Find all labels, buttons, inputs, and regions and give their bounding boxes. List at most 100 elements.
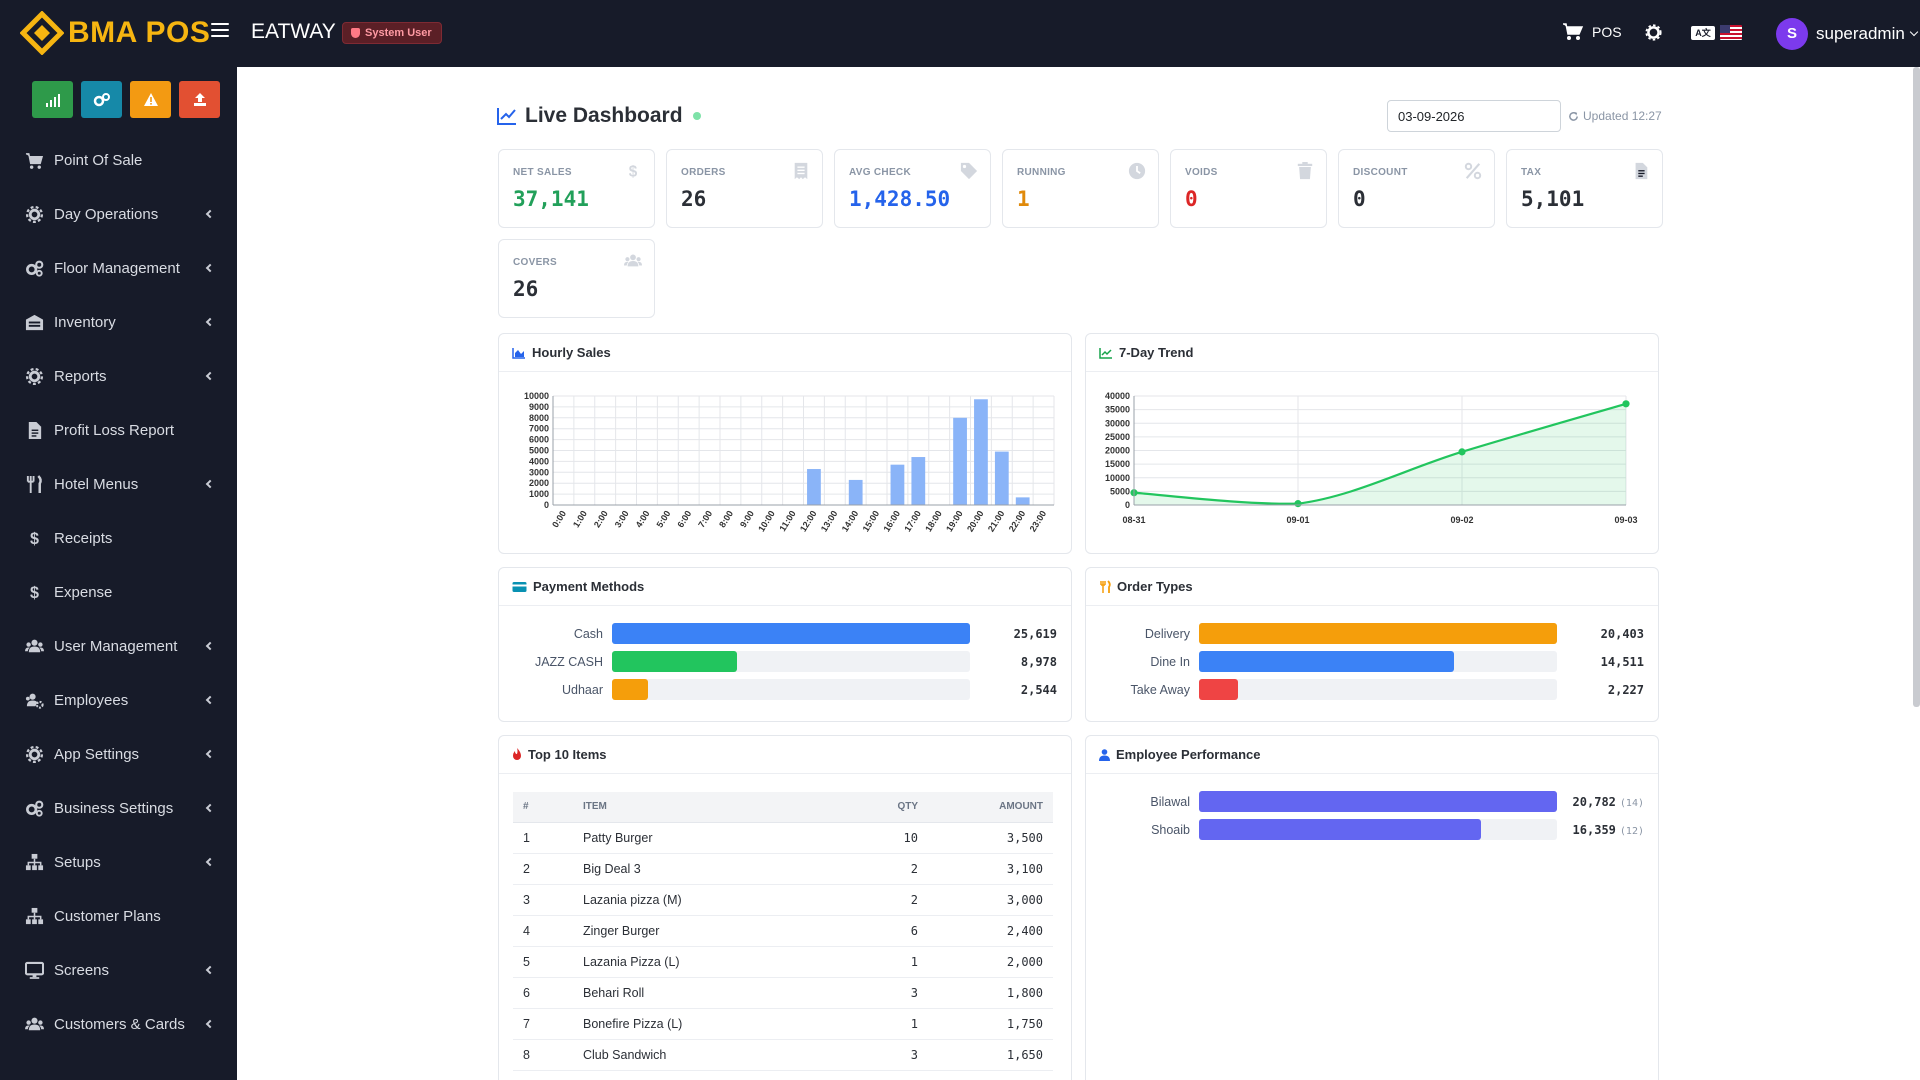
sidebar-item-label: Expense	[54, 583, 113, 601]
date-input[interactable]	[1387, 100, 1561, 132]
chevron-left-icon	[205, 749, 215, 759]
stat-card-covers: COVERS 26	[498, 239, 655, 318]
users-icon	[24, 639, 44, 652]
cell-qty: 6	[823, 915, 928, 947]
menu-toggle-icon[interactable]	[211, 23, 229, 41]
table-row[interactable]: 4 Zinger Burger 6 2,400	[513, 915, 1053, 947]
sidebar-item-inventory[interactable]: Inventory	[0, 295, 237, 349]
signal-button[interactable]	[32, 81, 73, 118]
sidebar-item-point-of-sale[interactable]: Point Of Sale	[0, 133, 237, 187]
y-tick-label: 4000	[529, 456, 549, 466]
y-tick-label: 10000	[1105, 473, 1130, 483]
stat-label: NET SALES	[513, 167, 572, 178]
refresh-icon[interactable]	[1568, 111, 1579, 122]
cell-item: Bonefire Pizza (L)	[573, 1008, 823, 1040]
sidebar-item-setups[interactable]: Setups	[0, 835, 237, 889]
column-header-qty[interactable]: QTY	[823, 792, 928, 823]
table-row[interactable]: 3 Lazania pizza (M) 2 3,000	[513, 884, 1053, 916]
x-tick-label: 9:00	[738, 509, 756, 530]
column-header-rank[interactable]: #	[513, 792, 573, 823]
utensils-icon	[1100, 579, 1111, 593]
bar-track	[612, 623, 970, 644]
bar-value-count: (12)	[1619, 826, 1644, 837]
sidebar-item-label: Reports	[54, 367, 107, 385]
trend-point-09-01[interactable]	[1294, 500, 1302, 508]
stat-card-avg-check: AVG CHECK 1,428.50	[834, 149, 991, 228]
page-scrollbar[interactable]	[1913, 67, 1920, 707]
sidebar-item-customer-plans[interactable]: Customer Plans	[0, 889, 237, 943]
bar-12:00[interactable]	[807, 469, 821, 505]
column-header-amount[interactable]: AMOUNT	[928, 792, 1053, 823]
table-row[interactable]: 8 Club Sandwich 3 1,650	[513, 1039, 1053, 1071]
sidebar-item-hotel-menus[interactable]: Hotel Menus	[0, 457, 237, 511]
trend-point-09-03[interactable]	[1622, 400, 1630, 408]
sidebar-item-user-management[interactable]: User Management	[0, 619, 237, 673]
pos-link[interactable]: POS	[1562, 22, 1622, 42]
y-tick-label: 2000	[529, 478, 549, 488]
dollar-icon: $	[30, 530, 39, 548]
sidebar-item-label: User Management	[54, 637, 178, 655]
bar-21:00[interactable]	[994, 451, 1009, 505]
sidebar-item-business-settings[interactable]: Business Settings	[0, 781, 237, 835]
sidebar-item-label: Profit Loss Report	[54, 421, 175, 439]
sidebar-item-expense[interactable]: $ Expense	[0, 565, 237, 619]
bar-19:00[interactable]	[953, 417, 967, 505]
sidebar-item-customers-cards[interactable]: Customers & Cards	[0, 997, 237, 1051]
settings-button[interactable]	[81, 81, 122, 118]
payment-methods-panel: Payment Methods Cash 25,619 JAZZ CASH 8,…	[498, 567, 1072, 722]
trend-chart: 0 5000 10000 15000 20000 25000 30000 35000 40000…	[1105, 391, 1638, 525]
alert-button[interactable]	[130, 81, 171, 118]
upload-button[interactable]	[179, 81, 220, 118]
cart-icon	[25, 152, 43, 169]
column-header-item[interactable]: ITEM	[573, 792, 823, 823]
bar-22:00[interactable]	[1015, 497, 1030, 505]
sidebar-item-screens[interactable]: Screens	[0, 943, 237, 997]
users-icon-wrap	[24, 1014, 44, 1034]
sidebar-item-receipts[interactable]: $ Receipts	[0, 511, 237, 565]
sidebar-item-profit-loss-report[interactable]: Profit Loss Report	[0, 403, 237, 457]
sitemap-icon-wrap	[24, 906, 44, 926]
y-tick-label: 9000	[529, 402, 549, 412]
bar-20:00[interactable]	[974, 399, 988, 505]
sidebar-item-label: Customers & Cards	[54, 1015, 185, 1033]
sidebar-item-day-operations[interactable]: Day Operations	[0, 187, 237, 241]
signal-icon	[45, 93, 60, 107]
table-row[interactable]: 5 Lazania Pizza (L) 1 2,000	[513, 946, 1053, 978]
trend-point-09-02[interactable]	[1458, 448, 1466, 456]
users-icon-wrap	[24, 636, 44, 656]
stat-card-running: RUNNING 1	[1002, 149, 1159, 228]
table-row[interactable]: 2 Big Deal 3 2 3,100	[513, 853, 1053, 885]
bar-value: 25,619	[977, 627, 1057, 641]
bar-16:00[interactable]	[890, 464, 905, 505]
bar-fill	[612, 679, 648, 700]
gear-icon[interactable]	[1645, 24, 1662, 41]
credit-card-icon	[512, 581, 527, 592]
bar-14:00[interactable]	[848, 479, 863, 505]
stat-icon-wrap	[960, 162, 978, 185]
sidebar-item-employees[interactable]: Employees	[0, 673, 237, 727]
percent-icon	[1464, 162, 1482, 180]
brand[interactable]: BMA POS	[20, 11, 210, 55]
bar-17:00[interactable]	[911, 457, 926, 505]
sidebar-item-label: Business Settings	[54, 799, 174, 817]
cart-icon	[1563, 23, 1584, 40]
file-icon-wrap	[24, 420, 44, 440]
sidebar-item-label: App Settings	[54, 745, 140, 763]
y-tick-label: 5000	[529, 446, 549, 456]
cell-item: Club Sandwich	[573, 1039, 823, 1071]
utensils-icon	[26, 474, 42, 493]
gears-icon	[25, 260, 43, 277]
table-row[interactable]: 1 Patty Burger 10 3,500	[513, 822, 1053, 854]
x-tick-label: 22:00	[1007, 509, 1028, 534]
desktop-icon	[24, 961, 44, 979]
sidebar-menu: Point Of Sale Day Operations Floor Manag…	[0, 133, 237, 1051]
gears-icon	[25, 800, 43, 817]
table-row[interactable]: 6 Behari Roll 3 1,800	[513, 977, 1053, 1009]
sidebar-item-reports[interactable]: Reports	[0, 349, 237, 403]
language-selector[interactable]: A文	[1691, 25, 1742, 40]
sidebar-item-floor-management[interactable]: Floor Management	[0, 241, 237, 295]
sidebar-item-app-settings[interactable]: App Settings	[0, 727, 237, 781]
order-types-panel: Order Types Delivery 20,403 Dine In 14,5…	[1085, 567, 1659, 722]
table-row[interactable]: 7 Bonefire Pizza (L) 1 1,750	[513, 1008, 1053, 1040]
user-menu[interactable]: S superadmin	[1776, 18, 1919, 50]
